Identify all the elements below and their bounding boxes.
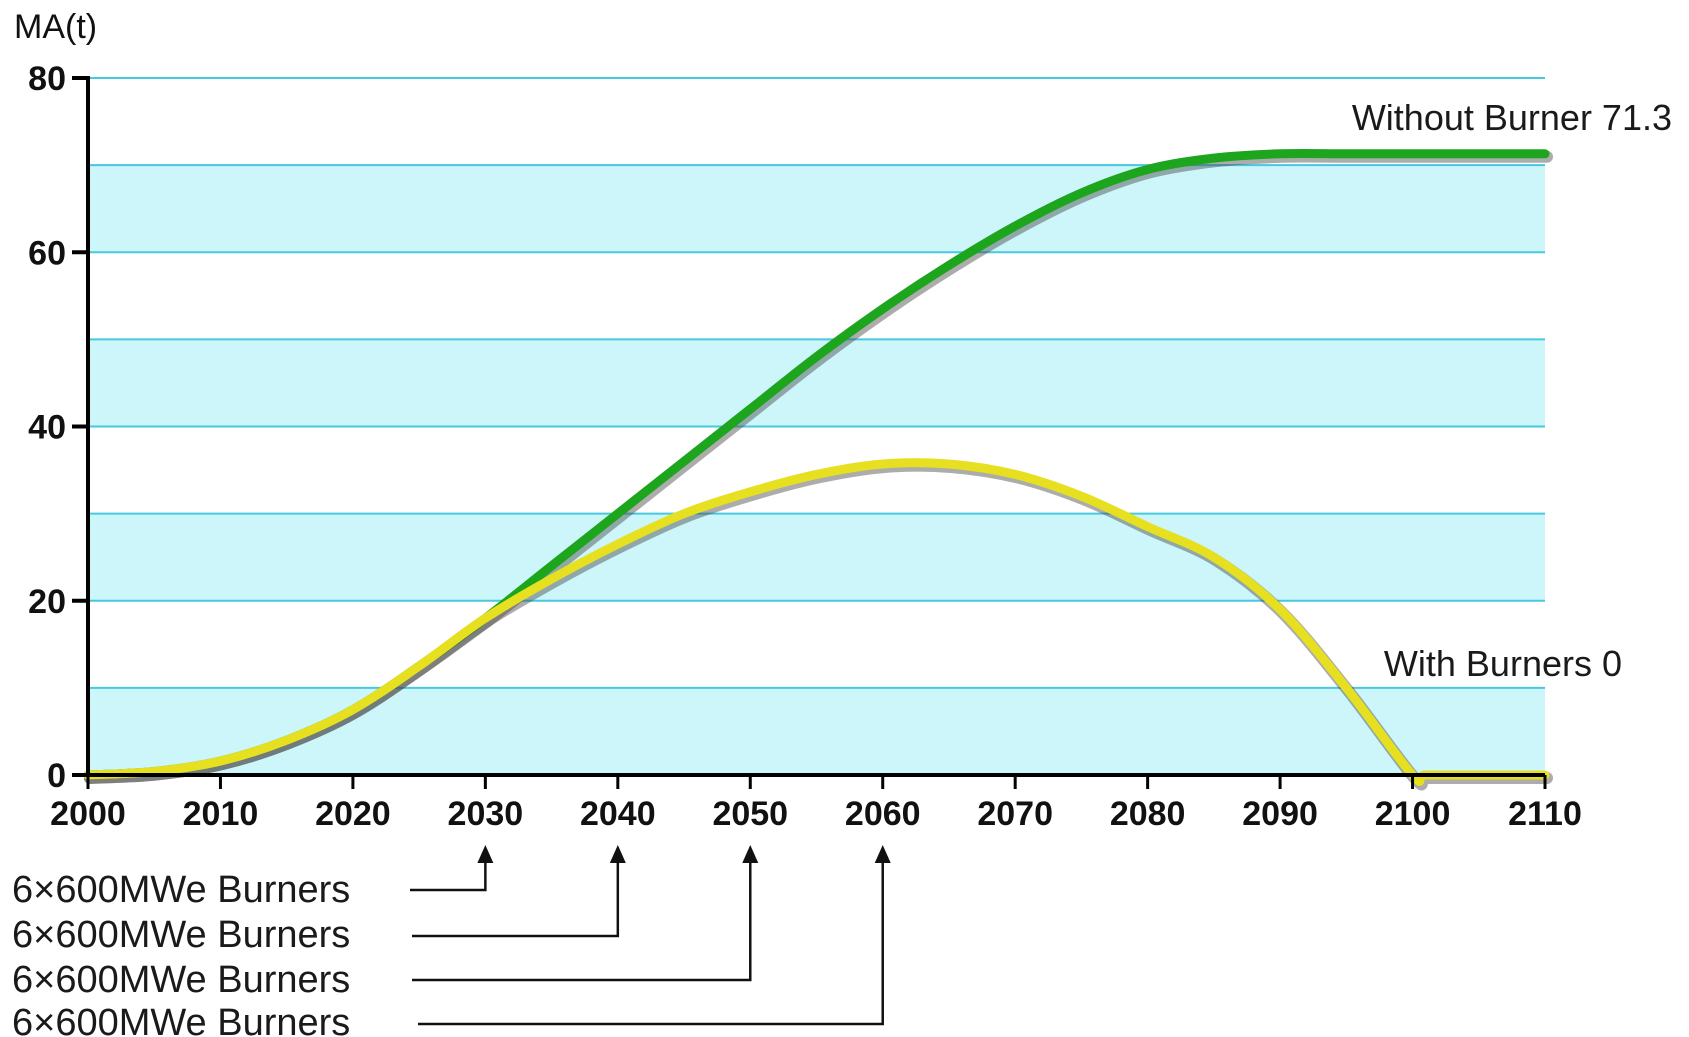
y-tick-label: 40 (28, 409, 66, 447)
x-tick-label: 2030 (448, 795, 524, 833)
x-tick-labels: 2000 2010 2020 2030 2040 2050 2060 2070 2080 2090… (50, 775, 1582, 833)
x-tick-label: 2020 (315, 795, 391, 833)
annotation-arrow-line (412, 861, 620, 938)
annotation-arrow-head (477, 845, 494, 863)
series-label-without-burner: Without Burner 71.3 (1352, 97, 1672, 138)
annotation-label: 6×600MWe Burners (12, 1002, 350, 1037)
annotation-arrow-head (609, 845, 626, 863)
annotation-label: 6×600MWe Burners (12, 959, 350, 1001)
series-line-with-burners (83, 458, 1550, 786)
x-tick-label: 2080 (1110, 795, 1186, 833)
y-tick-labels: 0 20 40 60 80 (28, 60, 88, 795)
x-tick-label: 2060 (845, 795, 921, 833)
y-axis-label: MA(t) (14, 8, 97, 46)
y-tick-label: 60 (28, 234, 66, 272)
series-label-with-burners: With Burners 0 (1384, 643, 1622, 684)
y-tick-label: 0 (47, 757, 66, 795)
y-tick-label: 80 (28, 60, 66, 98)
background-band (88, 687, 1545, 775)
background-band (88, 513, 1545, 601)
background-bands (88, 165, 1545, 775)
annotation-arrow-head (874, 845, 891, 863)
x-tick-label: 2050 (712, 795, 788, 833)
x-tick-label: 2110 (1508, 795, 1582, 833)
annotation-arrow-line (412, 861, 752, 982)
annotation-arrow-line (418, 861, 884, 1026)
series-layer (83, 148, 1553, 791)
annotation-arrow-line (410, 861, 487, 892)
x-tick-label: 2000 (50, 795, 126, 833)
y-tick-label: 20 (28, 583, 66, 621)
annotation-arrow-head (742, 845, 759, 863)
x-tick-label: 2010 (183, 795, 259, 833)
background-band (88, 165, 1545, 253)
gridlines (88, 77, 1545, 689)
x-tick-label: 2100 (1375, 795, 1451, 833)
annotation-label: 6×600MWe Burners (12, 914, 350, 956)
x-tick-label: 2040 (580, 795, 656, 833)
x-tick-label: 2090 (1242, 795, 1318, 833)
burner-annotations: 6×600MWe Burners 6×600MWe Burners 6×600M… (12, 845, 891, 1037)
x-tick-label: 2070 (977, 795, 1053, 833)
annotation-label: 6×600MWe Burners (12, 869, 350, 911)
